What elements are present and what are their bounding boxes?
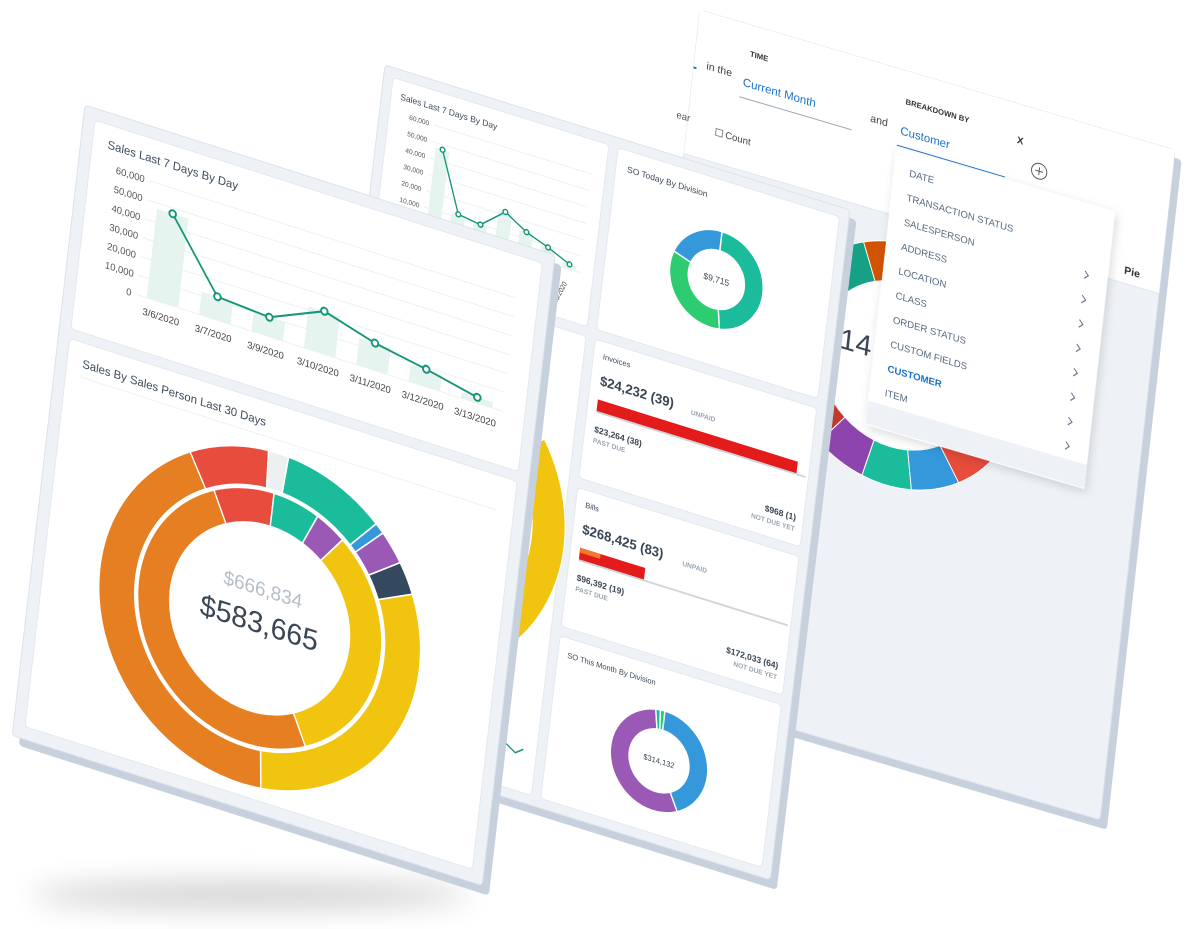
chevron — [1078, 319, 1084, 328]
chevron — [1070, 392, 1076, 401]
front-panel: Sales Last 7 Days By Day010,00020,00030,… — [12, 105, 562, 895]
menu-hover — [865, 400, 1087, 489]
point — [439, 146, 446, 154]
grid-line — [149, 180, 516, 299]
progress-bar — [579, 547, 601, 559]
donut-segment — [98, 450, 262, 790]
grid-line — [147, 199, 514, 318]
add-button[interactable] — [1031, 161, 1048, 181]
point — [545, 244, 552, 251]
text: and — [870, 113, 889, 130]
point — [455, 211, 462, 218]
donut-segment — [661, 710, 709, 813]
chevron — [1081, 294, 1087, 304]
shadow — [30, 881, 470, 909]
point — [421, 364, 431, 374]
chevron — [1072, 368, 1079, 377]
point — [320, 306, 329, 316]
point — [477, 221, 484, 228]
checkbox[interactable] — [714, 127, 724, 138]
point — [566, 261, 573, 268]
field-underline — [896, 144, 1006, 178]
grid-line — [433, 124, 592, 175]
bar — [408, 364, 442, 392]
card — [596, 148, 840, 399]
chevron — [1083, 270, 1090, 279]
chart-type: Pie — [1124, 265, 1141, 281]
separator — [80, 376, 497, 511]
point — [523, 228, 530, 236]
y-tick-label: 0 — [126, 287, 133, 300]
point — [213, 292, 222, 302]
text: ear — [676, 110, 692, 125]
bar — [426, 147, 450, 230]
bar — [251, 312, 286, 342]
point — [168, 209, 177, 219]
donut-segment — [659, 709, 666, 732]
point — [502, 208, 509, 216]
track — [596, 410, 806, 479]
tab-underline — [693, 66, 697, 70]
chevron — [1067, 416, 1073, 426]
bar — [146, 208, 189, 308]
grid-line — [429, 157, 589, 208]
close-button[interactable]: X — [1016, 135, 1024, 148]
donut-segment — [136, 489, 307, 751]
field-underline — [739, 96, 852, 131]
point — [473, 392, 482, 402]
chevron — [1075, 343, 1081, 353]
grid-line — [431, 140, 591, 192]
grid-line — [427, 173, 587, 224]
bar — [303, 306, 341, 358]
card — [540, 636, 782, 867]
track — [578, 559, 789, 627]
progress-bar — [596, 399, 798, 474]
chevron — [1064, 441, 1071, 450]
grid-line — [144, 218, 512, 337]
donut-segment — [609, 708, 679, 814]
point — [370, 338, 380, 348]
donut-segment — [717, 230, 764, 331]
donut-segment — [672, 228, 723, 264]
card-title: Bills — [585, 501, 600, 514]
point — [265, 312, 274, 322]
dropdown-menu — [865, 147, 1116, 489]
add-icon — [1035, 167, 1044, 176]
grid-line — [142, 237, 510, 356]
